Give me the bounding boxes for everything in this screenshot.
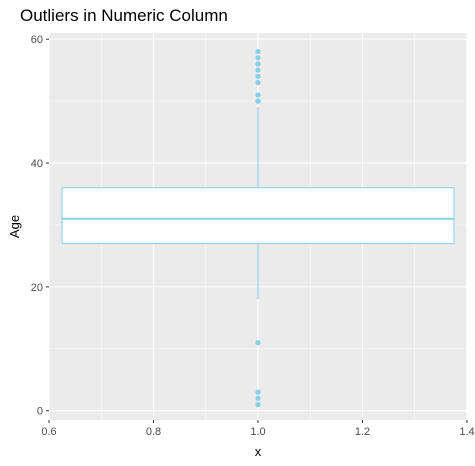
x-axis-ticks: 0.6 0.8 1.0 1.2 1.4	[41, 420, 475, 438]
x-tick-label: 1.2	[355, 426, 370, 438]
y-axis-ticks: 0 20 40 60	[31, 34, 49, 418]
chart-title: Outliers in Numeric Column	[20, 6, 228, 25]
x-axis-title: x	[255, 444, 262, 459]
outlier-point	[255, 67, 261, 73]
x-tick-label: 0.8	[146, 426, 161, 438]
x-tick-label: 1.4	[459, 426, 474, 438]
boxplot	[61, 107, 455, 300]
x-tick-label: 1.0	[250, 426, 265, 438]
outlier-point	[255, 92, 261, 98]
outlier-point	[255, 73, 261, 79]
y-tick-label: 60	[31, 34, 43, 46]
outlier-points	[255, 48, 261, 408]
y-tick-label: 0	[37, 406, 43, 418]
x-tick-label: 0.6	[41, 426, 56, 438]
y-tick-label: 20	[31, 282, 43, 294]
outlier-point	[255, 395, 261, 401]
box-iqr	[61, 187, 455, 245]
outlier-point	[255, 48, 261, 55]
outlier-point	[255, 401, 261, 408]
outlier-point	[255, 98, 261, 104]
y-axis-title: Age	[7, 215, 22, 238]
outlier-point	[255, 79, 261, 86]
outlier-point	[255, 340, 261, 346]
outlier-point	[255, 61, 261, 67]
outlier-point	[255, 389, 261, 395]
outlier-point	[255, 55, 261, 61]
y-tick-label: 40	[31, 158, 43, 170]
